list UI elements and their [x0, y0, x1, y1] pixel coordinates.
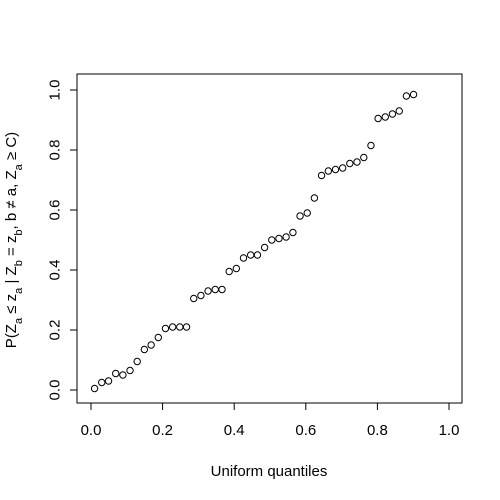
x-tick-label: 0.6: [295, 422, 316, 439]
data-point: [176, 323, 184, 331]
data-point: [346, 159, 354, 168]
data-point: [126, 366, 134, 375]
data-point: [353, 158, 361, 166]
data-point: [381, 113, 389, 121]
data-point: [268, 236, 276, 244]
x-tick-label: 0.4: [224, 422, 245, 439]
y-tick-label: 0.2: [47, 320, 64, 341]
data-point: [225, 267, 233, 276]
data-point: [140, 345, 149, 354]
x-tick-label: 0.8: [367, 422, 388, 439]
data-point: [182, 323, 191, 331]
data-point: [147, 341, 155, 349]
data-point: [98, 378, 106, 387]
data-point: [275, 234, 283, 243]
data-point: [197, 291, 205, 300]
y-tick-label: 1.0: [47, 80, 64, 101]
y-axis: 0.0 0.2 0.4 0.6 0.8 1.0: [47, 80, 78, 401]
x-tick-label: 0.2: [152, 422, 173, 439]
data-point: [190, 294, 198, 303]
data-point: [260, 243, 269, 252]
data-point: [338, 164, 347, 172]
y-tick-label: 0.6: [47, 200, 64, 221]
y-tick-label: 0.0: [47, 380, 64, 401]
data-point: [246, 251, 255, 259]
x-axis: 0.0 0.2 0.4 0.6 0.8 1.0: [81, 402, 460, 439]
x-tick-label: 0.0: [81, 422, 102, 439]
data-point: [367, 141, 375, 150]
data-point: [119, 371, 127, 379]
y-axis-title: P(Za ≤ za | Zb = zb, b ≠ a, Za ≥ C): [3, 132, 25, 348]
data-point: [168, 323, 177, 331]
data-point: [374, 114, 382, 123]
data-point: [211, 285, 219, 294]
data-point: [90, 384, 99, 393]
data-point: [253, 251, 262, 259]
data-point: [303, 209, 311, 217]
x-axis-title: Uniform quantiles: [211, 463, 328, 480]
data-point: [402, 92, 411, 100]
data-point: [218, 285, 226, 294]
data-point: [154, 333, 163, 342]
data-point: [282, 233, 290, 241]
data-point: [409, 90, 418, 99]
data-points: [90, 90, 418, 393]
data-point: [296, 212, 304, 220]
data-point: [310, 194, 319, 202]
data-point: [360, 153, 368, 162]
y-tick-label: 0.8: [47, 140, 64, 161]
y-tick-label: 0.4: [47, 260, 64, 281]
data-point: [289, 228, 297, 237]
data-point: [133, 357, 141, 366]
data-point: [104, 377, 113, 385]
data-point: [317, 171, 326, 180]
data-point: [239, 254, 248, 262]
data-point: [161, 324, 170, 333]
data-point: [232, 264, 241, 273]
data-point: [324, 167, 333, 175]
data-point: [395, 107, 403, 115]
x-tick-label: 1.0: [439, 422, 460, 439]
data-point: [388, 110, 397, 118]
data-point: [204, 287, 212, 295]
data-point: [331, 165, 340, 174]
data-point: [112, 369, 120, 378]
